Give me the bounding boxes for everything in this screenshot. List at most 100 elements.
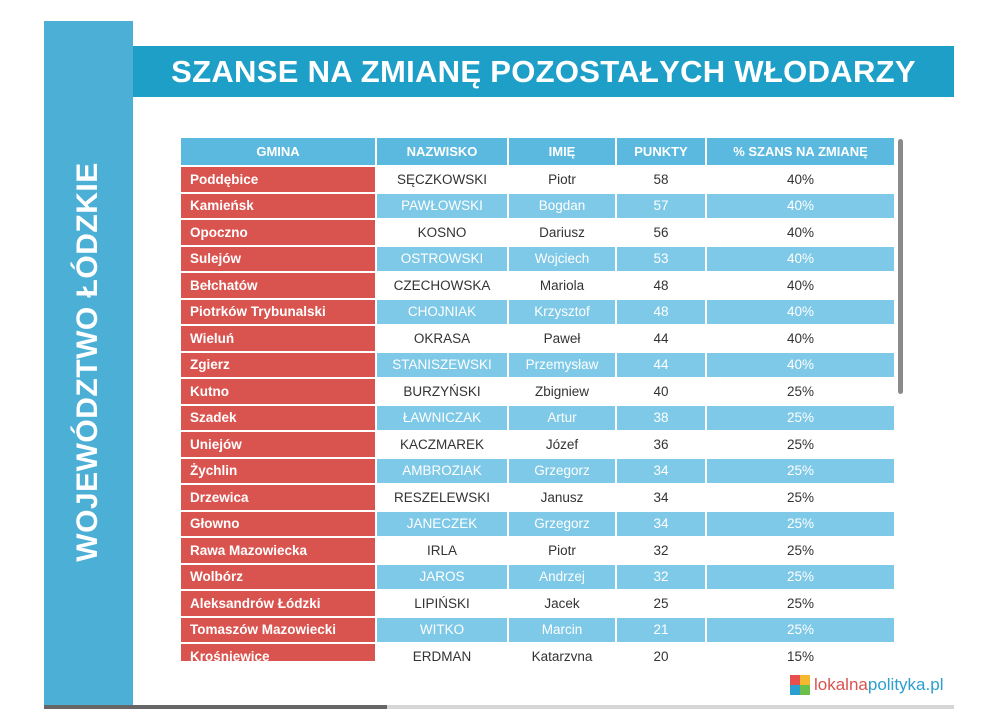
title-bar: SZANSE NA ZMIANĘ POZOSTAŁYCH WŁODARZY xyxy=(133,46,954,97)
table-row: Krośniewice ERDMAN Katarzyna 20 15% xyxy=(181,642,895,661)
header-nazwisko: NAZWISKO xyxy=(376,138,509,166)
cell-imie: Piotr xyxy=(508,165,617,193)
cell-szanse: 40% xyxy=(706,350,895,378)
page-title: SZANSE NA ZMIANĘ POZOSTAŁYCH WŁODARZY xyxy=(171,53,916,89)
cell-imie: Marcin xyxy=(508,615,617,643)
cell-imie: Andrzej xyxy=(508,562,617,590)
cell-imie: Grzegorz xyxy=(508,456,617,484)
table-header-row: GMINA NAZWISKO IMIĘ PUNKTY % SZANS NA ZM… xyxy=(181,138,895,166)
cell-nazwisko: ERDMAN xyxy=(376,642,509,661)
cell-nazwisko: CHOJNIAK xyxy=(376,297,509,325)
cell-imie: Mariola xyxy=(508,271,617,299)
header-imie: IMIĘ xyxy=(508,138,617,166)
cell-imie: Artur xyxy=(508,403,617,431)
cell-nazwisko: SĘCZKOWSKI xyxy=(376,165,509,193)
cell-imie: Zbigniew xyxy=(508,377,617,405)
table-row: Wolbórz JAROS Andrzej 32 25% xyxy=(181,562,895,590)
cell-punkty: 44 xyxy=(616,324,707,352)
cell-nazwisko: ŁAWNICZAK xyxy=(376,403,509,431)
cell-punkty: 40 xyxy=(616,377,707,405)
site-logo: lokalnapolityka.pl xyxy=(790,673,943,697)
cell-punkty: 34 xyxy=(616,456,707,484)
cell-gmina: Kutno xyxy=(181,377,377,405)
cell-szanse: 40% xyxy=(706,218,895,246)
cell-nazwisko: OKRASA xyxy=(376,324,509,352)
cell-punkty: 32 xyxy=(616,562,707,590)
cell-nazwisko: OSTROWSKI xyxy=(376,244,509,272)
cell-imie: Bogdan xyxy=(508,191,617,219)
cell-szanse: 25% xyxy=(706,589,895,617)
cell-gmina: Kamieńsk xyxy=(181,191,377,219)
cell-nazwisko: IRLA xyxy=(376,536,509,564)
cell-gmina: Wieluń xyxy=(181,324,377,352)
cell-szanse: 40% xyxy=(706,191,895,219)
table-row: Aleksandrów Łódzki LIPIŃSKI Jacek 25 25% xyxy=(181,589,895,617)
cell-szanse: 40% xyxy=(706,244,895,272)
table-row: Uniejów KACZMAREK Józef 36 25% xyxy=(181,430,895,458)
table-row: Szadek ŁAWNICZAK Artur 38 25% xyxy=(181,403,895,431)
cell-imie: Jacek xyxy=(508,589,617,617)
cell-nazwisko: KACZMAREK xyxy=(376,430,509,458)
cell-imie: Wojciech xyxy=(508,244,617,272)
sidebar-band xyxy=(44,21,133,705)
table-row: Kutno BURZYŃSKI Zbigniew 40 25% xyxy=(181,377,895,405)
cell-szanse: 25% xyxy=(706,430,895,458)
table-row: Sulejów OSTROWSKI Wojciech 53 40% xyxy=(181,244,895,272)
cell-imie: Paweł xyxy=(508,324,617,352)
cell-punkty: 34 xyxy=(616,509,707,537)
cell-gmina: Rawa Mazowiecka xyxy=(181,536,377,564)
cell-imie: Krzysztof xyxy=(508,297,617,325)
table-row: Kamieńsk PAWŁOWSKI Bogdan 57 40% xyxy=(181,191,895,219)
cell-punkty: 38 xyxy=(616,403,707,431)
region-label: WOJEWÓDZTWO ŁÓDZKIE xyxy=(71,162,104,562)
cell-imie: Grzegorz xyxy=(508,509,617,537)
cell-gmina: Tomaszów Mazowiecki xyxy=(181,615,377,643)
cell-imie: Dariusz xyxy=(508,218,617,246)
cell-imie: Piotr xyxy=(508,536,617,564)
cell-nazwisko: RESZELEWSKI xyxy=(376,483,509,511)
cell-imie: Józef xyxy=(508,430,617,458)
table-row: Wieluń OKRASA Paweł 44 40% xyxy=(181,324,895,352)
logo-part-polityka: polityka.pl xyxy=(867,675,944,694)
table-row: Zgierz STANISZEWSKI Przemysław 44 40% xyxy=(181,350,895,378)
cell-punkty: 48 xyxy=(616,271,707,299)
table-row: Piotrków Trybunalski CHOJNIAK Krzysztof 48 4… xyxy=(181,297,895,325)
cell-gmina: Żychlin xyxy=(181,456,377,484)
cell-szanse: 25% xyxy=(706,562,895,590)
cell-punkty: 53 xyxy=(616,244,707,272)
progress-fill xyxy=(44,705,387,709)
cell-szanse: 25% xyxy=(706,615,895,643)
header-szanse: % SZANS NA ZMIANĘ xyxy=(706,138,895,166)
cell-szanse: 25% xyxy=(706,483,895,511)
cell-punkty: 57 xyxy=(616,191,707,219)
table-row: Opoczno KOSNO Dariusz 56 40% xyxy=(181,218,895,246)
cell-punkty: 34 xyxy=(616,483,707,511)
cell-imie: Przemysław xyxy=(508,350,617,378)
cell-gmina: Opoczno xyxy=(181,218,377,246)
cell-gmina: Szadek xyxy=(181,403,377,431)
cell-imie: Katarzyna xyxy=(508,642,617,661)
cell-gmina: Zgierz xyxy=(181,350,377,378)
scrollbar[interactable] xyxy=(898,139,903,394)
cell-punkty: 58 xyxy=(616,165,707,193)
cell-nazwisko: PAWŁOWSKI xyxy=(376,191,509,219)
logo-part-lokalna: lokalna xyxy=(814,675,868,694)
logo-wordmark: lokalnapolityka.pl xyxy=(814,675,943,695)
cell-nazwisko: WITKO xyxy=(376,615,509,643)
cell-szanse: 25% xyxy=(706,456,895,484)
table-row: Rawa Mazowiecka IRLA Piotr 32 25% xyxy=(181,536,895,564)
cell-gmina: Sulejów xyxy=(181,244,377,272)
cell-gmina: Drzewica xyxy=(181,483,377,511)
cell-punkty: 32 xyxy=(616,536,707,564)
cell-nazwisko: JAROS xyxy=(376,562,509,590)
cell-punkty: 56 xyxy=(616,218,707,246)
cell-szanse: 25% xyxy=(706,377,895,405)
cell-gmina: Krośniewice xyxy=(181,642,377,661)
progress-track xyxy=(44,705,954,709)
cube-logo-icon xyxy=(790,675,810,695)
table-row: Głowno JANECZEK Grzegorz 34 25% xyxy=(181,509,895,537)
cell-punkty: 25 xyxy=(616,589,707,617)
cell-szanse: 15% xyxy=(706,642,895,661)
cell-punkty: 21 xyxy=(616,615,707,643)
cell-punkty: 36 xyxy=(616,430,707,458)
